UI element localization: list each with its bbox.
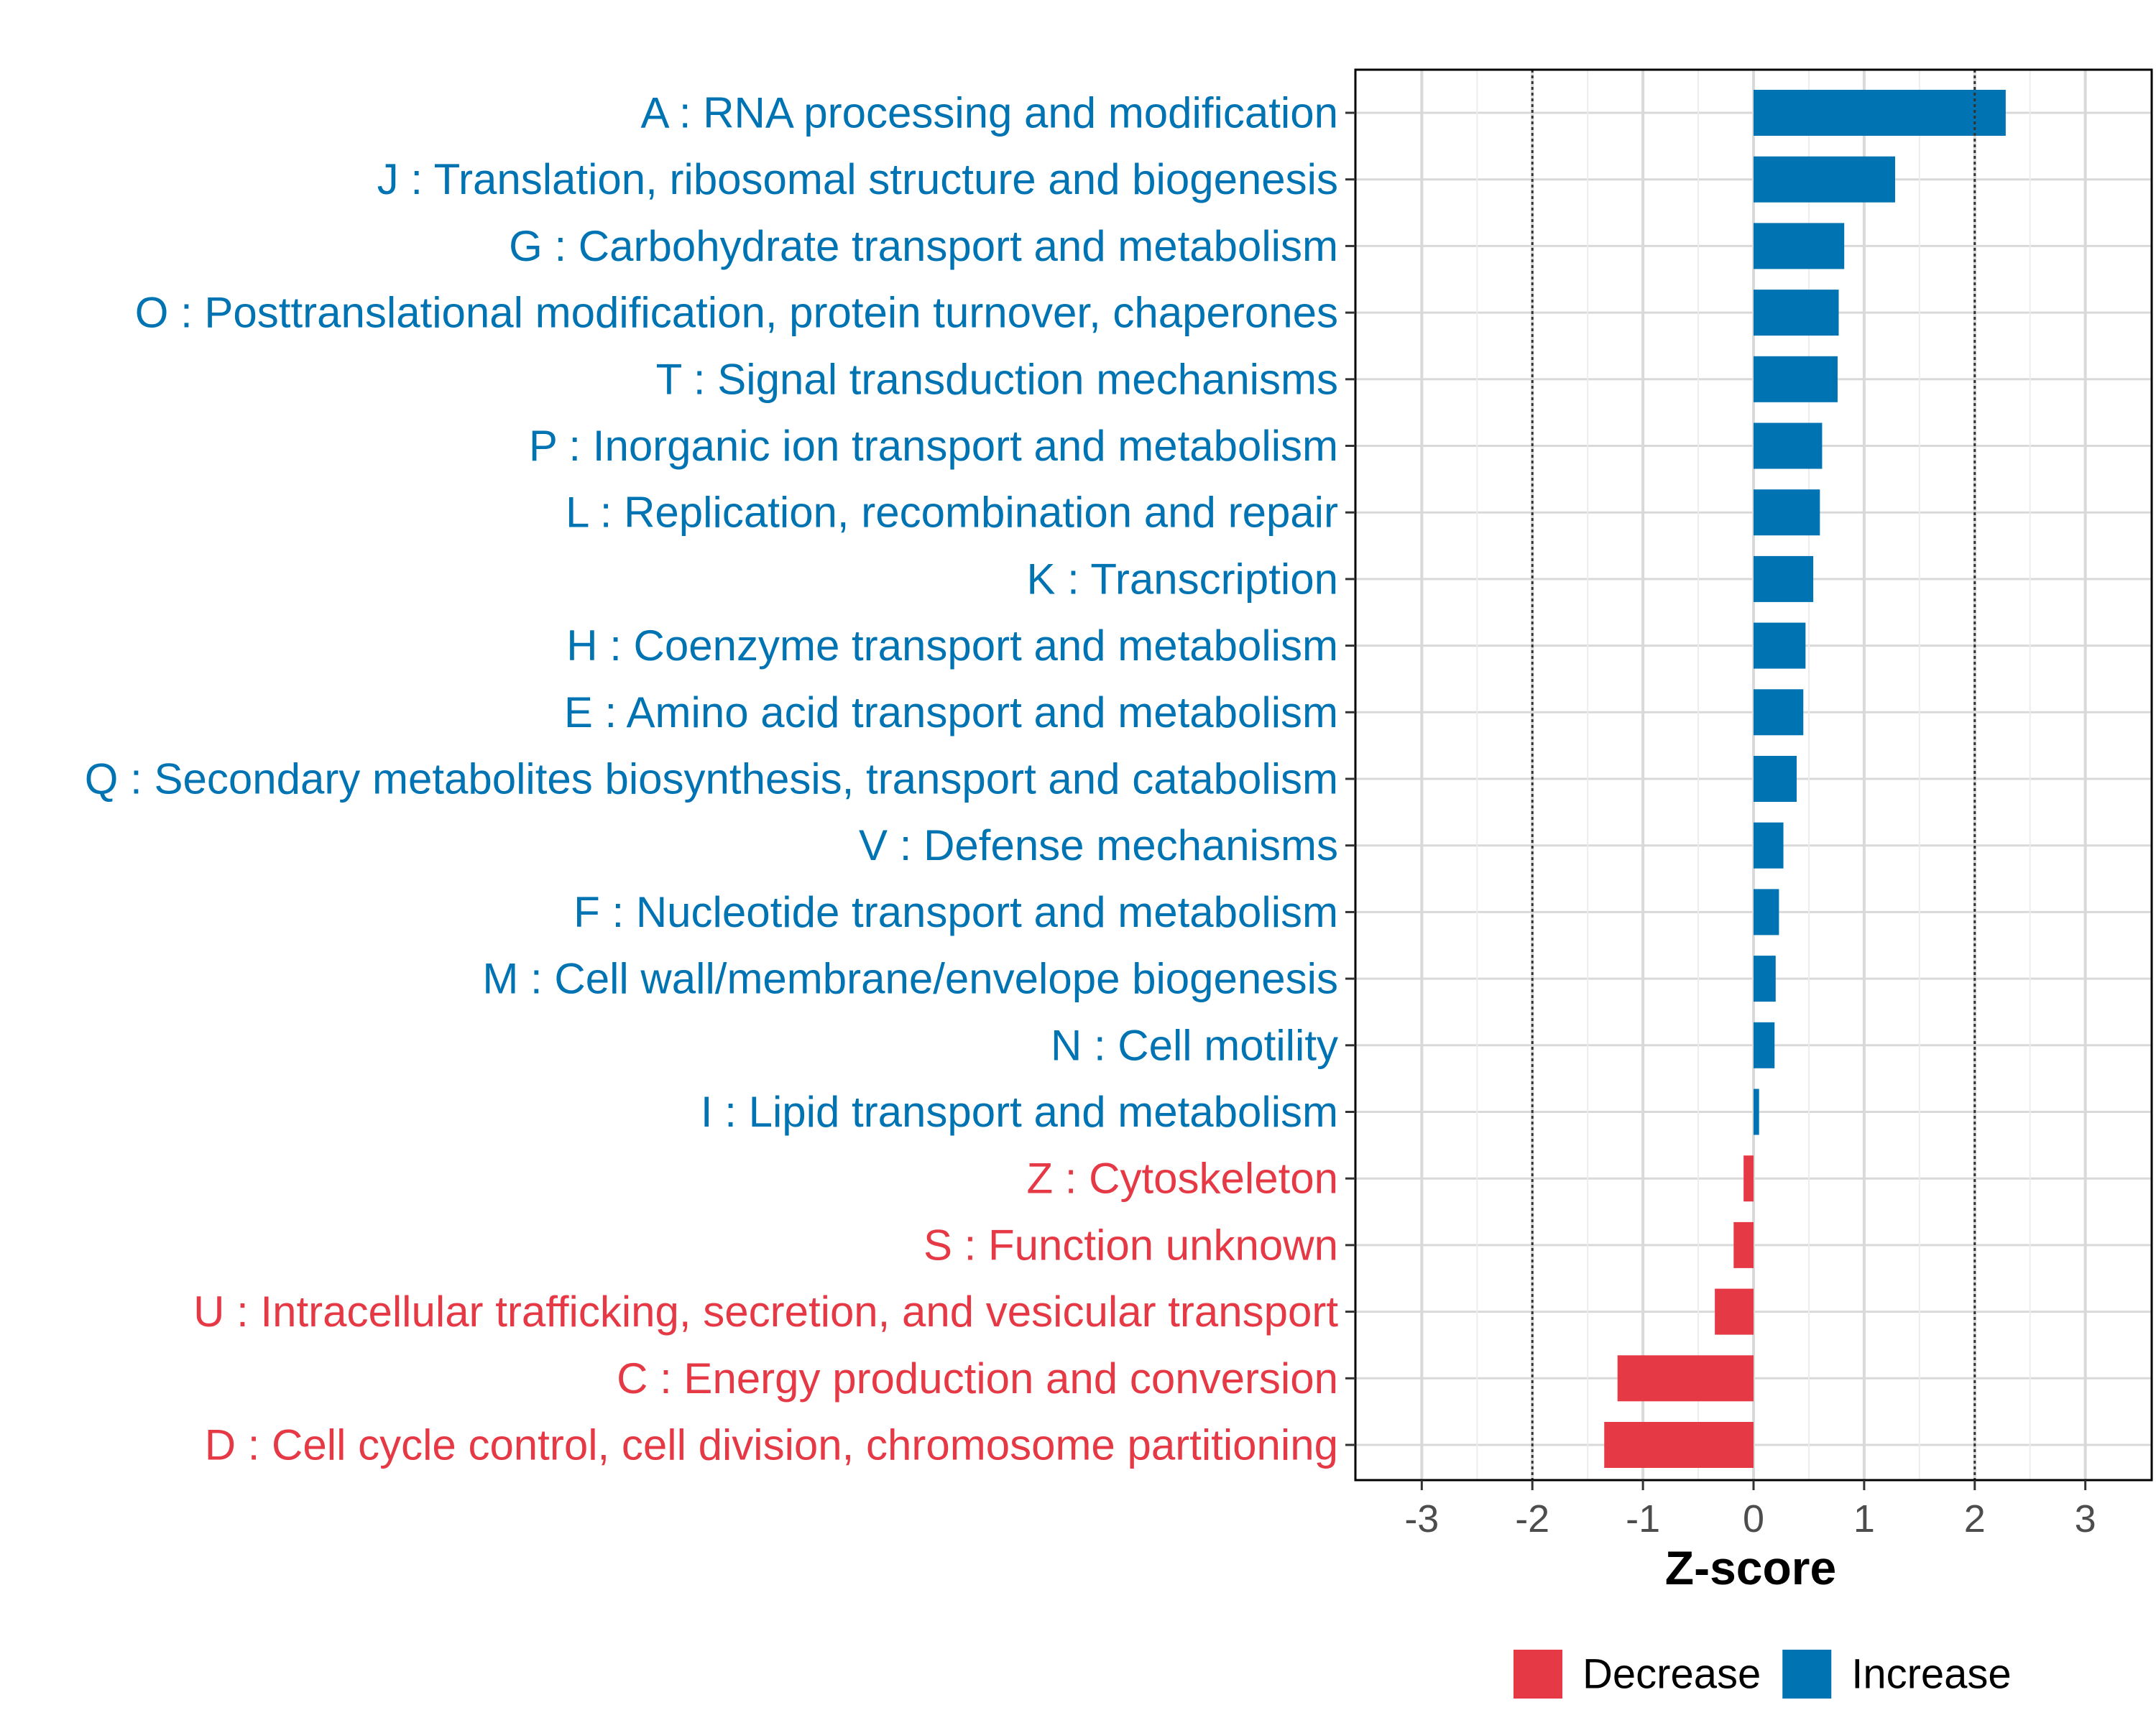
- bar-c: [1617, 1355, 1754, 1402]
- y-tick-label: L : Replication, recombination and repai…: [566, 489, 1338, 537]
- legend: Decrease Increase: [1514, 1650, 2012, 1699]
- y-tick-label: M : Cell wall/membrane/envelope biogenes…: [482, 955, 1338, 1003]
- y-tick-label: O : Posttranslational modification, prot…: [135, 289, 1338, 337]
- x-tick-label: 3: [2075, 1497, 2096, 1540]
- x-tick-label: 1: [1853, 1497, 1875, 1540]
- bar-p: [1754, 422, 1823, 469]
- y-tick-label: G : Carbohydrate transport and metabolis…: [509, 222, 1338, 270]
- reference-lines: [1531, 70, 1976, 1480]
- y-tick-label: H : Coenzyme transport and metabolism: [566, 622, 1338, 670]
- y-tick-label: S : Function unknown: [923, 1221, 1338, 1269]
- x-tick-label: -3: [1404, 1497, 1439, 1540]
- y-tick-label: D : Cell cycle control, cell division, c…: [205, 1421, 1338, 1469]
- bar-d: [1604, 1422, 1754, 1468]
- bar-l: [1754, 489, 1820, 536]
- legend-label-increase: Increase: [1851, 1651, 2011, 1698]
- y-tick-label: I : Lipid transport and metabolism: [701, 1088, 1338, 1136]
- legend-swatch-decrease: [1514, 1650, 1562, 1699]
- bar-k: [1754, 555, 1814, 602]
- bar-f: [1754, 889, 1779, 935]
- bar-n: [1754, 1022, 1775, 1068]
- bar-i: [1754, 1089, 1759, 1135]
- y-tick-label: Z : Cytoskeleton: [1026, 1155, 1338, 1203]
- y-tick-label: Q : Secondary metabolites biosynthesis, …: [85, 755, 1338, 803]
- bar-a: [1754, 90, 2006, 136]
- bar-g: [1754, 223, 1845, 269]
- bar-u: [1715, 1288, 1754, 1335]
- y-tick-label: N : Cell motility: [1051, 1021, 1338, 1069]
- bars-layer: [1604, 90, 2006, 1468]
- bar-t: [1754, 356, 1838, 402]
- y-tick-label: C : Energy production and conversion: [617, 1354, 1338, 1403]
- x-tick-label: -1: [1626, 1497, 1660, 1540]
- y-tick-label: P : Inorganic ion transport and metaboli…: [529, 422, 1338, 470]
- bar-h: [1754, 622, 1806, 669]
- y-axis: A : RNA processing and modification J : T…: [85, 89, 1355, 1469]
- y-tick-label: V : Defense mechanisms: [859, 821, 1338, 869]
- y-tick-label: K : Transcription: [1026, 555, 1338, 603]
- y-tick-label: J : Translation, ribosomal structure and…: [377, 155, 1338, 203]
- bar-j: [1754, 156, 1895, 203]
- y-tick-label: T : Signal transduction mechanisms: [656, 355, 1338, 403]
- bar-m: [1754, 956, 1776, 1002]
- bar-v: [1754, 822, 1784, 869]
- legend-label-decrease: Decrease: [1583, 1651, 1761, 1698]
- x-tick-label: 2: [1964, 1497, 1986, 1540]
- x-tick-label: 0: [1743, 1497, 1764, 1540]
- y-tick-label: U : Intracellular trafficking, secretion…: [193, 1288, 1338, 1336]
- x-axis-title: Z-score: [1665, 1541, 1836, 1594]
- bar-e: [1754, 689, 1804, 736]
- x-axis: -3 -2 -1 0 1 2 3: [1404, 1480, 2096, 1540]
- y-tick-label: A : RNA processing and modification: [640, 89, 1338, 137]
- legend-swatch-increase: [1782, 1650, 1832, 1699]
- bar-o: [1754, 290, 1839, 336]
- x-tick-label: -2: [1515, 1497, 1549, 1540]
- bar-q: [1754, 756, 1797, 802]
- y-tick-label: F : Nucleotide transport and metabolism: [573, 888, 1338, 936]
- bar-s: [1733, 1221, 1754, 1268]
- y-tick-label: E : Amino acid transport and metabolism: [564, 688, 1338, 736]
- bar-z: [1743, 1155, 1754, 1202]
